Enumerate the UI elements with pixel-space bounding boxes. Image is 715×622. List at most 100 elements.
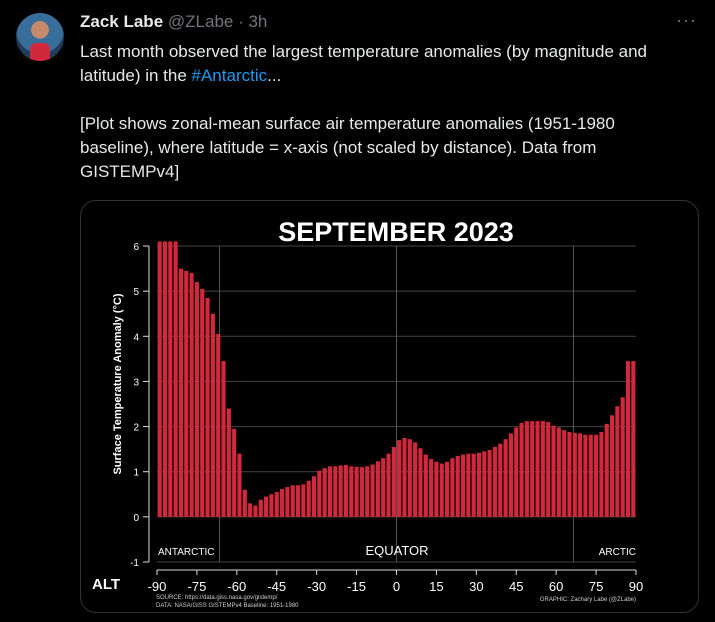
chart-bar [594,434,599,517]
tweet-text: Last month observed the largest temperat… [80,40,690,184]
chart-bar [381,458,386,517]
y-tick-label: 3 [133,377,139,388]
chart-bar [407,439,412,517]
chart-bar [258,499,263,517]
chart-bar [397,440,402,517]
chart-bar [285,487,290,517]
x-tick-label: 0 [393,579,400,594]
tweet-text-segment: Last month observed the largest temperat… [80,42,647,85]
chart-bar [178,268,184,517]
chart-bar [264,496,269,517]
chart-bar [535,421,540,517]
chart-bar [365,466,370,517]
x-tick-label: 60 [549,579,563,594]
chart-bar [375,461,380,517]
author-name[interactable]: Zack Labe [80,12,164,31]
chart-bar [253,505,258,517]
region-label-antarctic: ANTARCTIC [158,547,214,558]
y-tick-label: 5 [133,287,139,298]
more-options-icon[interactable]: ··· [676,10,697,30]
chart-bar [157,241,162,517]
chart-bar [210,313,215,517]
region-label-arctic: ARCTIC [599,547,636,558]
chart-bar [162,241,168,517]
y-tick-label: -1 [130,558,139,569]
chart-bar [530,421,535,517]
chart-bar [237,453,242,517]
chart-bar [604,423,609,517]
tweet-media-card[interactable]: SEPTEMBER 2023 Surface Temperature Anoma… [80,200,699,613]
y-tick-label: 6 [133,242,139,253]
x-tick-label: -90 [148,579,167,594]
meta-separator: · [233,12,249,31]
x-tick-label: -45 [267,579,286,594]
chart-bar [226,408,231,517]
chart-bar [434,461,439,517]
chart-bar [609,415,615,517]
chart-bar [173,241,178,517]
chart-bar [519,422,524,517]
tweet-paragraph-1: Last month observed the largest temperat… [80,40,690,88]
region-label-equator: EQUATOR [365,543,428,558]
chart-bar [306,480,311,517]
hashtag-link[interactable]: #Antarctic [191,66,268,85]
chart-bar [429,459,434,517]
chart-title: SEPTEMBER 2023 [278,217,514,247]
temperature-anomaly-chart: SEPTEMBER 2023 Surface Temperature Anoma… [112,217,643,609]
chart-bar [498,443,503,517]
chart-bar [567,431,572,517]
chart-bar [615,406,620,517]
chart-bar [274,492,279,517]
chart-bar [248,503,253,517]
chart-bar [572,432,577,517]
source-line-1: SOURCE: https://data.giss.nasa.gov/giste… [156,595,278,601]
chart-bar [322,468,327,517]
chart-bar [269,494,274,517]
tweet-paragraph-2: [Plot shows zonal-mean surface air tempe… [80,114,615,181]
chart-bar [503,439,508,517]
chart-bar [280,488,285,517]
chart-bar [492,446,498,517]
chart-bar [216,334,221,517]
graphic-credit: GRAPHIC: Zachary Labe (@ZLabe) [540,597,636,603]
author-handle[interactable]: @ZLabe [167,12,234,31]
chart-bars [157,241,636,517]
x-tick-label: 45 [509,579,523,594]
chart-bar [476,452,482,517]
chart-bar [540,421,545,517]
y-axis-label: Surface Temperature Anomaly (°C) [112,293,124,474]
chart-bar [455,455,460,517]
tweet-header: Zack Labe @ZLabe · 3h [80,12,267,32]
chart-bar [194,282,199,517]
chart-bar [466,453,471,517]
chart-bar [200,288,205,517]
chart-bar [413,442,418,517]
chart-bar [588,434,593,517]
x-tick-label: 90 [629,579,643,594]
chart-bar [317,470,322,517]
x-tick-label: -15 [347,579,366,594]
chart-bar [445,461,450,517]
author-avatar[interactable] [16,13,64,61]
y-axis-ticks: 6 5 4 3 2 1 0 -1 [130,242,150,569]
chart-bar [359,467,364,517]
chart-bar [386,453,391,517]
chart-bar [551,425,556,517]
tweet-timestamp[interactable]: 3h [248,12,268,31]
chart-bar [333,466,338,517]
chart-bar [338,465,343,517]
x-tick-label: -75 [188,579,207,594]
chart-bar [327,466,333,517]
chart-bar [631,361,636,517]
x-tick-label: -60 [227,579,246,594]
chart-bar [599,431,604,517]
chart-bar [556,427,561,517]
chart-bar [546,422,551,517]
chart-bar [349,466,354,517]
alt-text-button[interactable]: ALT [92,576,121,593]
x-tick-label: 30 [469,579,483,594]
chart-bar [354,466,359,517]
chart-bar [168,241,173,517]
chart-bar [450,458,455,517]
source-line-2: DATA: NASA/GISS GISTEMPv4 Baseline: 1951… [156,603,299,609]
